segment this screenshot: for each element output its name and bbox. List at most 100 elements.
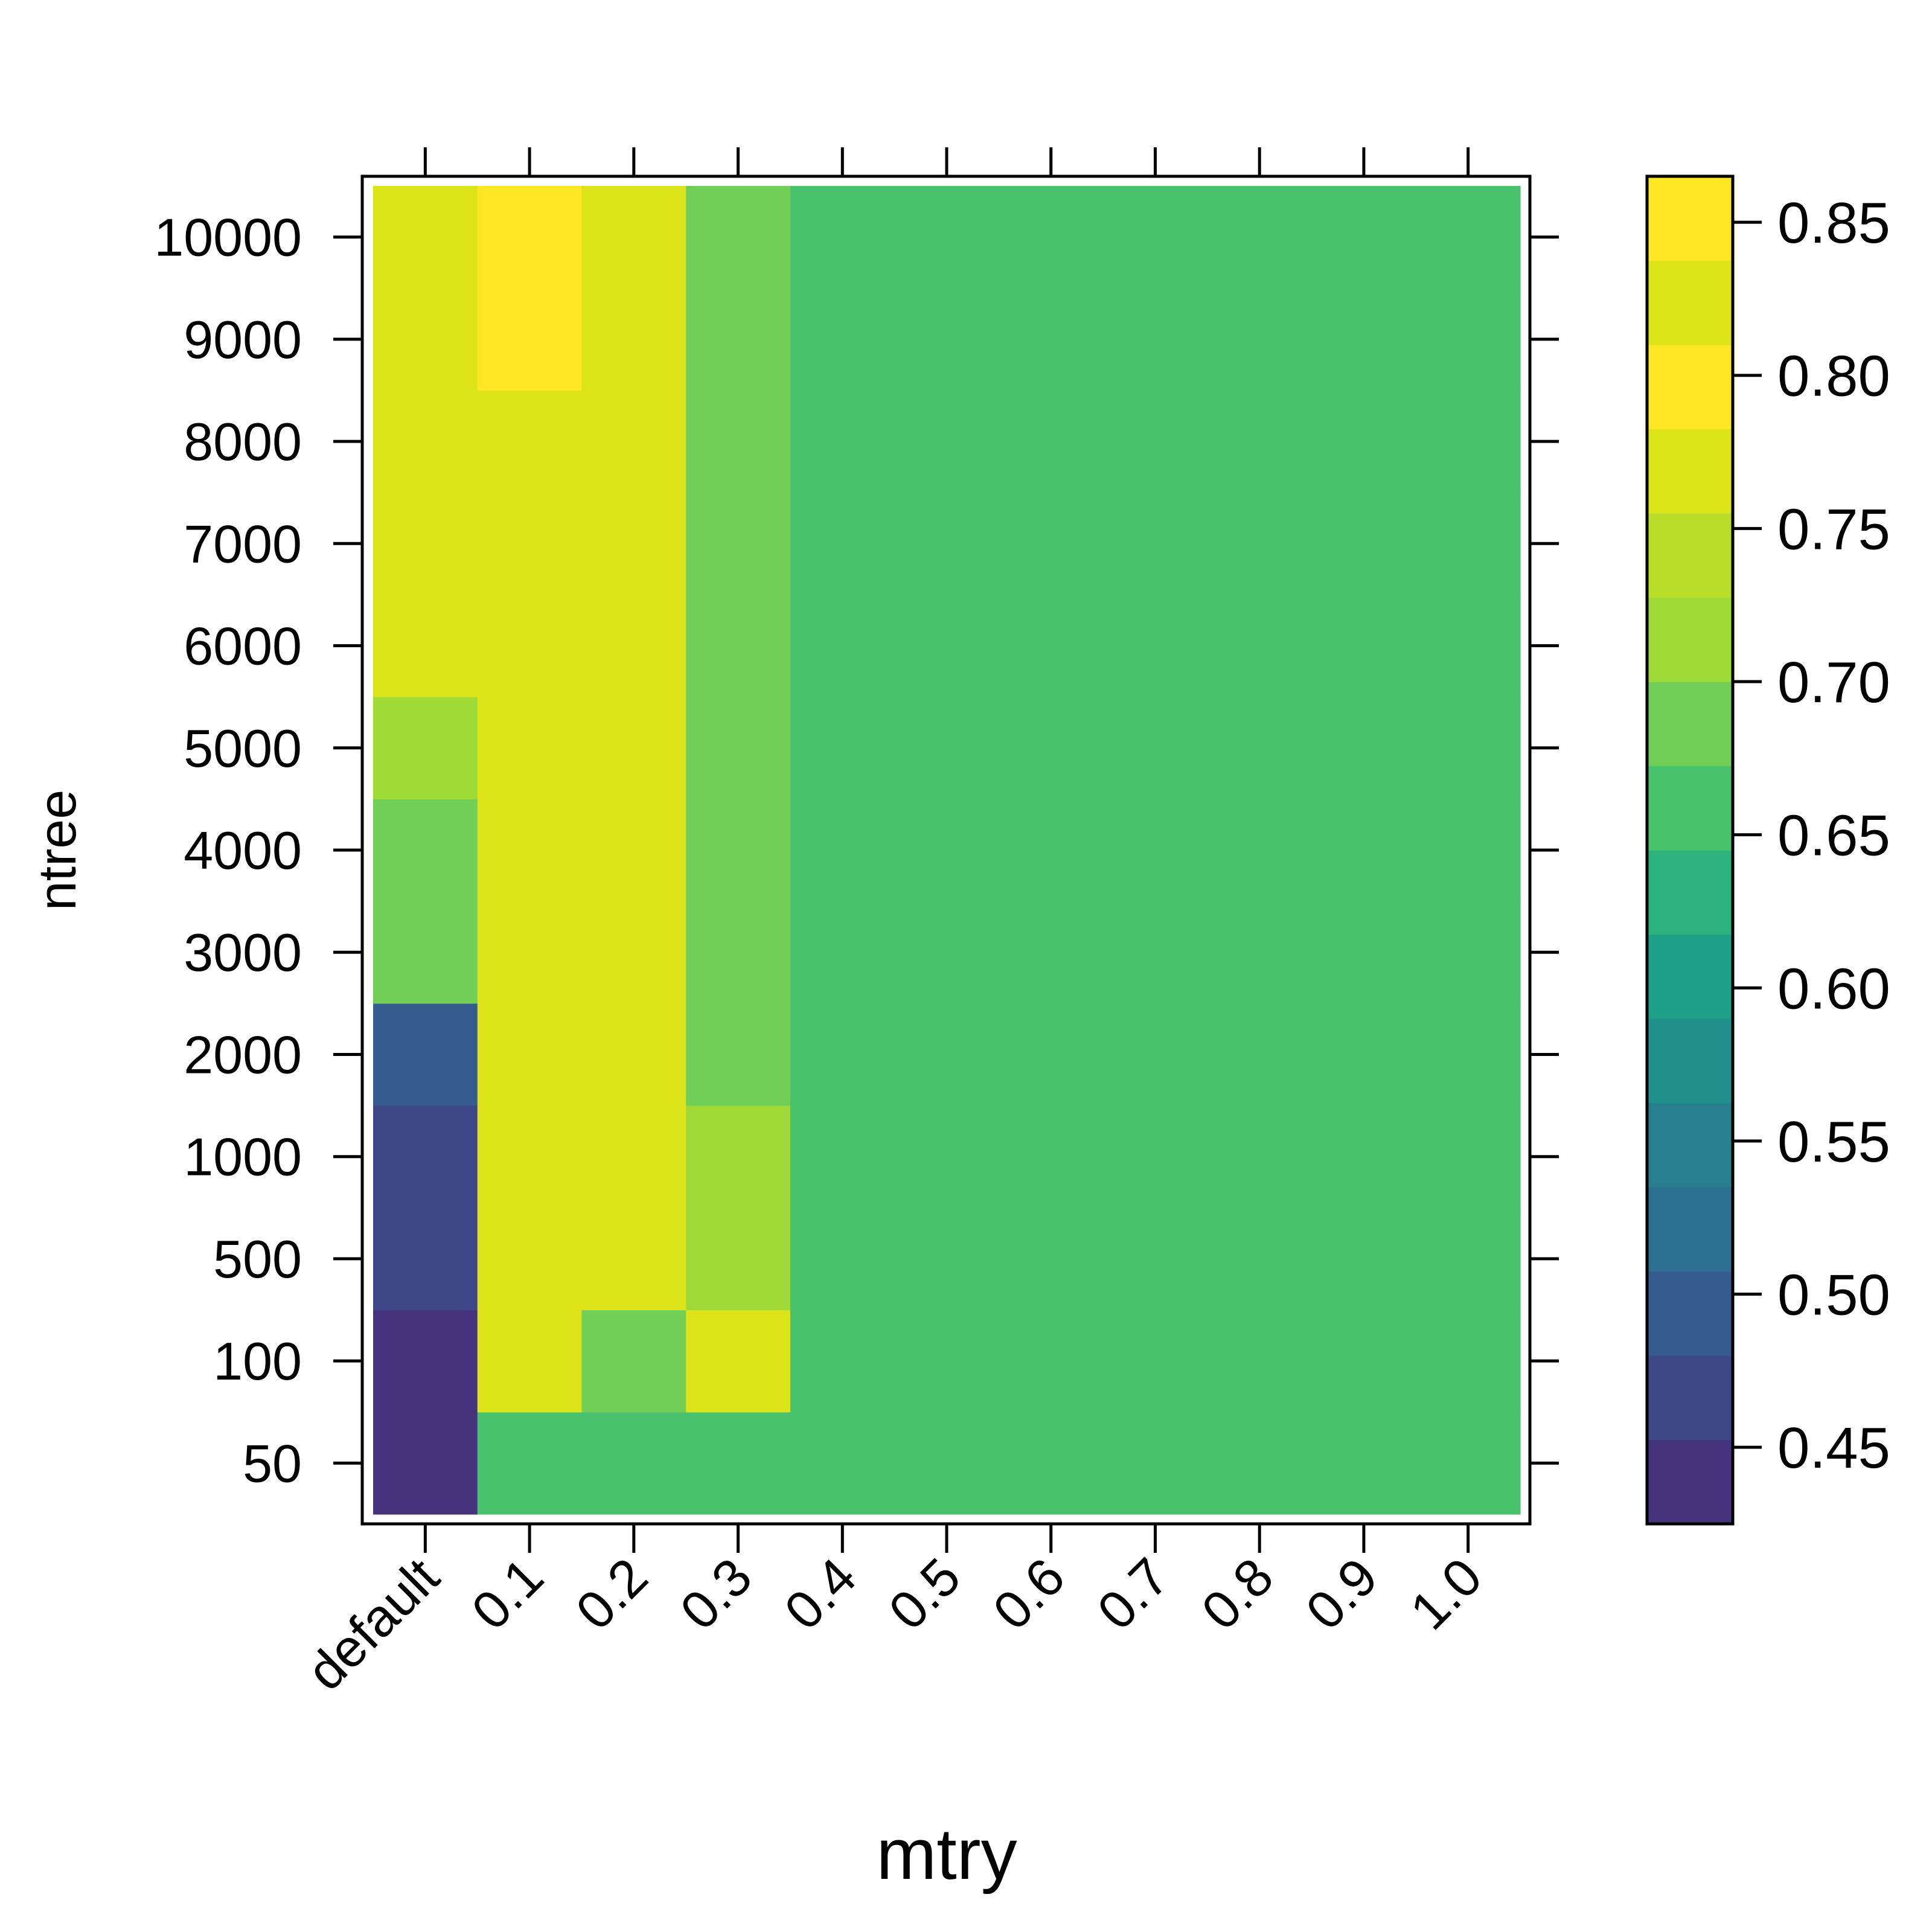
heatmap-cell (1311, 697, 1416, 799)
x-tick-label: 0.6 (982, 1546, 1076, 1641)
y-tick-label: 8000 (184, 412, 302, 472)
y-axis-ticks: 50 100 500 1000 2000 3000 4000 5000 6000 7000 8000… (154, 208, 1559, 1493)
y-tick-label: 10000 (154, 208, 302, 267)
heatmap-cell (1416, 390, 1521, 493)
colorbar-segment (1647, 766, 1733, 851)
heatmap-cell (1311, 1208, 1416, 1311)
colorbar-tick-label: 0.65 (1777, 804, 1890, 868)
colorbar-tick-label: 0.70 (1777, 650, 1890, 715)
heatmap-cell (477, 799, 583, 902)
heatmap-cell (686, 799, 791, 902)
heatmap-cell (1416, 1003, 1521, 1106)
x-tick-label: 0.5 (877, 1546, 972, 1641)
heatmap-cell (999, 799, 1104, 902)
heatmap-cell (373, 901, 478, 1004)
heatmap-cell (790, 697, 895, 799)
heatmap-cell (999, 1003, 1104, 1106)
colorbar-segment (1647, 1019, 1733, 1104)
heatmap-cell (790, 390, 895, 493)
colorbar-segment (1647, 1271, 1733, 1356)
heatmap-cell (581, 492, 686, 595)
heatmap-cell (477, 288, 583, 391)
heatmap-cell (373, 1105, 478, 1208)
heatmap-cell (581, 1105, 686, 1208)
heatmap-cell (790, 594, 895, 697)
colorbar-segment (1647, 1439, 1733, 1524)
heatmap-cell (373, 288, 478, 391)
heatmap-cell (1416, 697, 1521, 799)
x-tick-label: 0.4 (773, 1546, 868, 1641)
heatmap-cell (1311, 594, 1416, 697)
heatmap-cell (1416, 1208, 1521, 1311)
heatmap-cell (1416, 594, 1521, 697)
heatmap-cell (581, 186, 686, 289)
heatmap-cell (686, 186, 791, 289)
y-tick-label: 500 (213, 1229, 302, 1289)
colorbar-tick-label: 0.45 (1777, 1416, 1890, 1480)
heatmap-cell (477, 186, 583, 289)
heatmap-cell (1416, 901, 1521, 1004)
heatmap-cell (999, 1412, 1104, 1515)
heatmap-cell (1311, 492, 1416, 595)
heatmap-cell (581, 697, 686, 799)
heatmap-cell (894, 1105, 999, 1208)
heatmap-cell (1103, 697, 1208, 799)
colorbar: 0.45 0.50 0.55 0.60 0.65 0.70 0.75 0.80 0.85 (1645, 174, 1890, 1526)
heatmap-cell (1416, 492, 1521, 595)
heatmap-cell (373, 697, 478, 799)
y-tick-label: 4000 (184, 820, 302, 880)
heatmap-cell (373, 594, 478, 697)
heatmap-cell (477, 901, 583, 1004)
colorbar-segment (1647, 429, 1733, 514)
heatmap-cell (1207, 390, 1313, 493)
heatmap-cell (790, 288, 895, 391)
colorbar-segment (1647, 597, 1733, 682)
x-tick-label: 0.8 (1190, 1546, 1285, 1641)
heatmap-cell (686, 594, 791, 697)
colorbar-segment (1647, 176, 1733, 261)
colorbar-segment (1647, 513, 1733, 598)
heatmap-cell (477, 492, 583, 595)
heatmap-cell (1103, 594, 1208, 697)
heatmap-cell (686, 1412, 791, 1515)
colorbar-tick-label: 0.50 (1777, 1263, 1890, 1328)
colorbar-segment (1647, 260, 1733, 345)
heatmap-cell (1311, 288, 1416, 391)
heatmap-cell (790, 1208, 895, 1311)
heatmap-cell (373, 186, 478, 289)
heatmap-cell (1103, 186, 1208, 289)
heatmap-cell (1207, 288, 1313, 391)
heatmap-cell (894, 1310, 999, 1413)
colorbar-segment (1647, 1102, 1733, 1188)
heatmap-cell (999, 1208, 1104, 1311)
heatmap-cell (581, 901, 686, 1004)
heatmap-cell (373, 1208, 478, 1311)
x-tick-label: default (295, 1546, 450, 1701)
heatmap-cell (1416, 288, 1521, 391)
heatmap-cell (686, 697, 791, 799)
heatmap-cell (373, 492, 478, 595)
heatmap-cell (686, 390, 791, 493)
heatmap-cell (1311, 1412, 1416, 1515)
y-tick-label: 5000 (184, 718, 302, 778)
heatmap-cell (1207, 901, 1313, 1004)
heatmap-cell (373, 390, 478, 493)
heatmap-cell (894, 1208, 999, 1311)
heatmap-cell (373, 799, 478, 902)
y-tick-label: 1000 (184, 1127, 302, 1187)
colorbar-segment (1647, 1187, 1733, 1272)
heatmap-cell (477, 390, 583, 493)
heatmap-cell (1416, 1105, 1521, 1208)
heatmap-cell (894, 799, 999, 902)
heatmap-cell (373, 1310, 478, 1413)
heatmap-cell (894, 594, 999, 697)
x-tick-label: 0.9 (1294, 1546, 1389, 1641)
heatmap-cell (894, 697, 999, 799)
heatmap-cell (1103, 492, 1208, 595)
heatmap-cell (1207, 697, 1313, 799)
heatmap-cell (1416, 799, 1521, 902)
heatmap-cell (1103, 799, 1208, 902)
y-tick-label: 7000 (184, 514, 302, 574)
colorbar-segment (1647, 934, 1733, 1019)
